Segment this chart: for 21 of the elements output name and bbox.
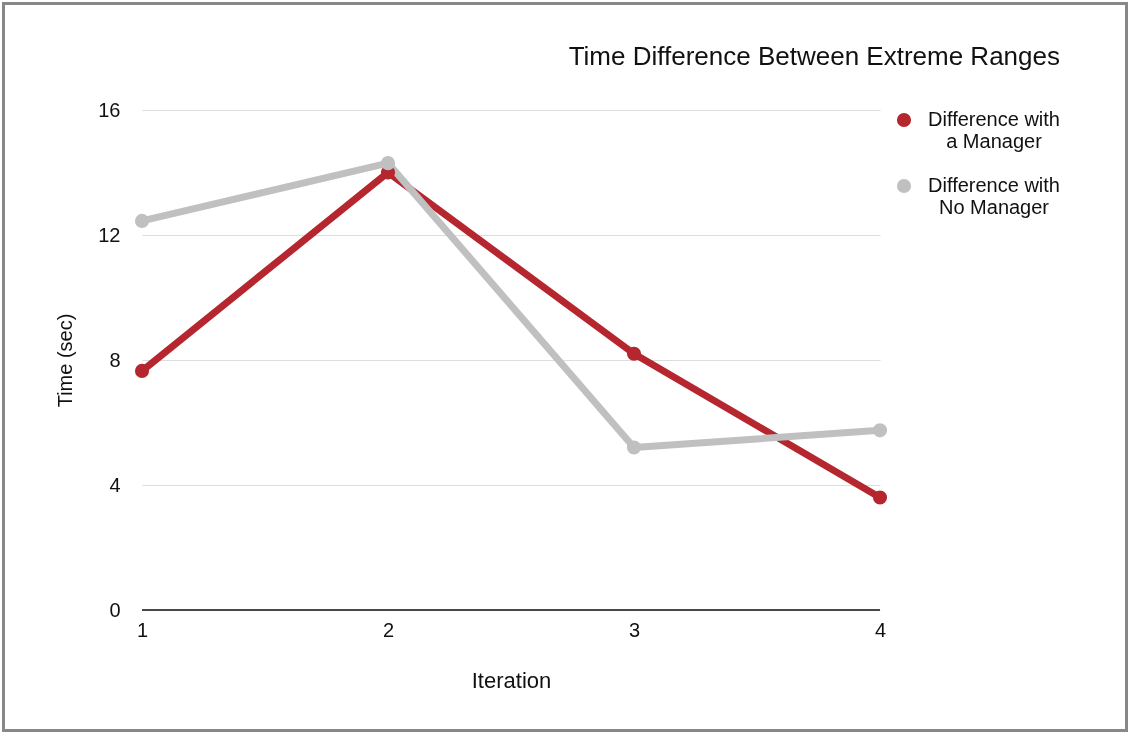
y-tick-label: 16 <box>98 98 121 121</box>
y-tick-label: 0 <box>109 598 121 621</box>
chart-title: Time Difference Between Extreme Ranges <box>568 41 1060 71</box>
x-axis-title: Iteration <box>471 667 552 693</box>
x-tick-label: 3 <box>628 618 641 641</box>
y-axis-title: Time (sec) <box>54 313 77 408</box>
x-tick-label: 1 <box>136 618 149 641</box>
legend-label: Difference with No Manager <box>928 174 1060 218</box>
point <box>380 156 396 171</box>
x-tick-label: 4 <box>874 618 887 641</box>
legend-label: Difference with a Manager <box>928 108 1060 152</box>
point <box>872 423 888 438</box>
point <box>134 213 150 228</box>
point <box>626 346 642 361</box>
y-tick-label: 12 <box>98 223 121 246</box>
y-tick-label: 8 <box>109 348 121 371</box>
point <box>872 490 888 505</box>
point <box>134 363 150 378</box>
y-tick-label: 4 <box>109 473 121 496</box>
point <box>626 440 642 455</box>
x-tick-label: 2 <box>382 618 395 641</box>
